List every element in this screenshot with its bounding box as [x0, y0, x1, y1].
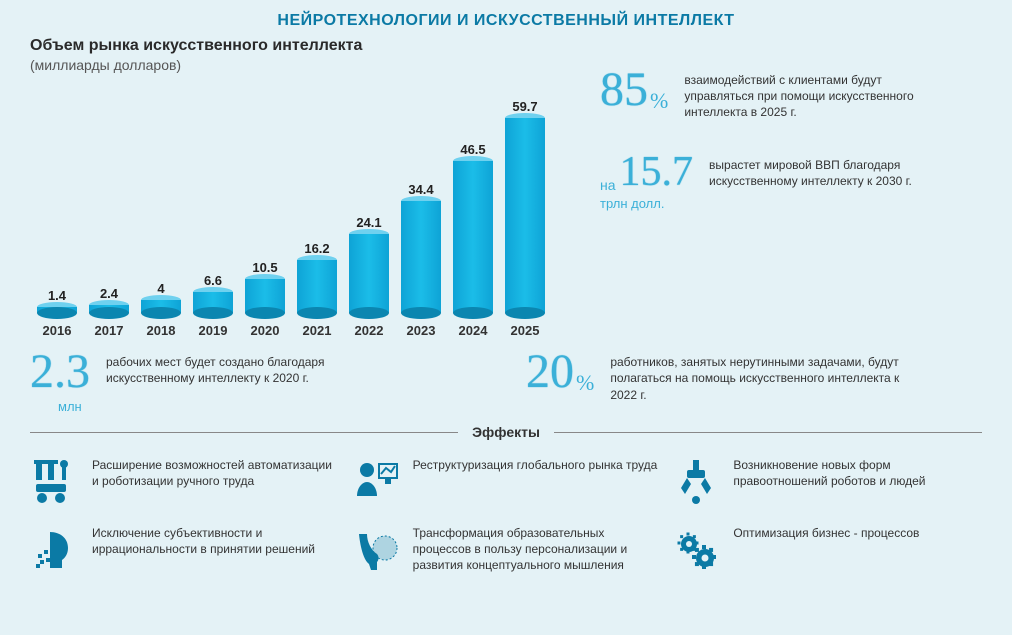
- x-label: 2024: [450, 323, 496, 338]
- bars-area: 1.4 2.4 4 6.6 10.5 16.224.1 34.4 46.5 59.7: [30, 83, 570, 313]
- x-label: 2025: [502, 323, 548, 338]
- stat-number: 2.3: [30, 348, 90, 396]
- bar-value: 10.5: [252, 260, 277, 275]
- effect-item: Возникновение новых форм правоотношений …: [671, 456, 982, 506]
- effect-item: Трансформация образовательных процессов …: [351, 524, 662, 574]
- stat-suffix: млн: [58, 400, 82, 414]
- effect-item: Оптимизация бизнес - процессов: [671, 524, 982, 574]
- bar-column: 59.7: [502, 99, 548, 313]
- bar-chart: Объем рынка искусственного интеллекта (м…: [30, 36, 570, 338]
- stat-85-percent: 85 % взаимодействий с клиентами будут уп…: [600, 66, 982, 121]
- effect-text: Оптимизация бизнес - процессов: [733, 524, 919, 542]
- stat-prefix: на: [600, 177, 616, 193]
- stat-number: 85: [600, 66, 648, 114]
- pixel-head-icon: [30, 524, 80, 574]
- x-label: 2016: [34, 323, 80, 338]
- bar-column: 10.5: [242, 260, 288, 313]
- head-globe-icon: [351, 524, 401, 574]
- divider-label: Эффекты: [458, 424, 554, 440]
- bar-value: 1.4: [48, 288, 66, 303]
- bar-column: 34.4: [398, 182, 444, 313]
- x-label: 2018: [138, 323, 184, 338]
- effects-grid: Расширение возможностей автоматизации и …: [0, 444, 1012, 584]
- effect-text: Трансформация образовательных процессов …: [413, 524, 662, 573]
- effect-text: Возникновение новых форм правоотношений …: [733, 456, 982, 489]
- bar-column: 1.4: [34, 288, 80, 313]
- effect-item: Расширение возможностей автоматизации и …: [30, 456, 341, 506]
- effect-item: Исключение субъективности и иррациональн…: [30, 524, 341, 574]
- effect-text: Исключение субъективности и иррациональн…: [92, 524, 341, 557]
- x-label: 2020: [242, 323, 288, 338]
- stat-2-3-mln: 2.3 млн рабочих мест будет создано благо…: [30, 348, 486, 414]
- bar-column: 16.2: [294, 241, 340, 313]
- effect-text: Расширение возможностей автоматизации и …: [92, 456, 341, 489]
- bar-column: 24.1: [346, 215, 392, 313]
- effect-text: Реструктуризация глобального рынка труда: [413, 456, 658, 474]
- robot-arm-icon: [30, 456, 80, 506]
- claw-icon: [671, 456, 721, 506]
- effect-item: Реструктуризация глобального рынка труда: [351, 456, 662, 506]
- divider-line: [30, 432, 458, 433]
- bar-column: 6.6: [190, 273, 236, 314]
- bar-value: 59.7: [512, 99, 537, 114]
- stats-mid: 2.3 млн рабочих мест будет создано благо…: [0, 338, 1012, 420]
- chart-title: Объем рынка искусственного интеллекта: [30, 36, 570, 55]
- gears-icon: [671, 524, 721, 574]
- x-axis-labels: 2016 2017 2018 2019 2020 2021 2022 2023 2024 2025: [30, 323, 570, 338]
- person-chart-icon: [351, 456, 401, 506]
- x-label: 2023: [398, 323, 444, 338]
- chart-subtitle: (миллиарды долларов): [30, 57, 570, 73]
- stat-percent: %: [576, 370, 594, 396]
- stat-15-7-trln: на 15.7 трлн долл. вырастет мировой ВВП …: [600, 151, 982, 211]
- bar-column: 4: [138, 281, 184, 313]
- x-label: 2021: [294, 323, 340, 338]
- top-section: Объем рынка искусственного интеллекта (м…: [0, 36, 1012, 338]
- bar-column: 46.5: [450, 142, 496, 313]
- bar-column: 2.4: [86, 286, 132, 313]
- stat-text: взаимодействий с клиентами будут управля…: [684, 66, 914, 121]
- effects-divider: Эффекты: [0, 420, 1012, 444]
- stat-text: рабочих мест будет создано благодаря иск…: [106, 348, 366, 386]
- stat-suffix: трлн долл.: [600, 197, 664, 211]
- stat-number: 15.7: [620, 151, 694, 193]
- stat-number: 20: [526, 348, 574, 396]
- stat-percent: %: [650, 88, 668, 114]
- stats-right: 85 % взаимодействий с клиентами будут уп…: [570, 36, 982, 338]
- stat-20-percent: 20 % работников, занятых нерутинными зад…: [526, 348, 982, 414]
- bar-value: 4: [157, 281, 164, 296]
- stat-text: вырастет мировой ВВП благодаря искусстве…: [709, 151, 939, 189]
- bar-value: 34.4: [408, 182, 433, 197]
- x-label: 2019: [190, 323, 236, 338]
- divider-line: [554, 432, 982, 433]
- x-label: 2017: [86, 323, 132, 338]
- x-label: 2022: [346, 323, 392, 338]
- page-title: НЕЙРОТЕХНОЛОГИИ И ИСКУССТВЕННЫЙ ИНТЕЛЛЕК…: [0, 0, 1012, 36]
- stat-text: работников, занятых нерутинными задачами…: [610, 348, 910, 403]
- bar-value: 6.6: [204, 273, 222, 288]
